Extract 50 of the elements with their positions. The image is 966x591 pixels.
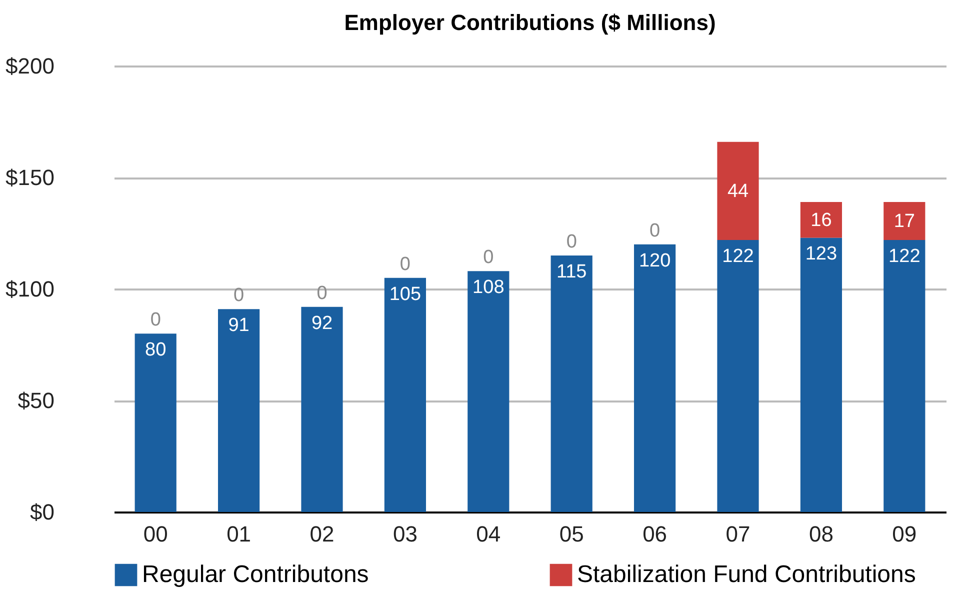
data-label: 92 bbox=[311, 312, 333, 334]
x-tick-label: 05 bbox=[559, 522, 584, 546]
data-label: 91 bbox=[228, 315, 250, 336]
data-label: 0 bbox=[150, 310, 161, 331]
bar bbox=[468, 271, 510, 512]
bar bbox=[134, 334, 176, 512]
data-label: 0 bbox=[234, 285, 244, 306]
data-label: 17 bbox=[894, 210, 915, 232]
bar bbox=[800, 202, 842, 238]
bar bbox=[884, 202, 926, 240]
data-label: 16 bbox=[810, 210, 832, 231]
bar bbox=[550, 256, 592, 512]
x-tick-label: 02 bbox=[310, 522, 334, 546]
bar bbox=[717, 240, 759, 512]
bar bbox=[717, 142, 759, 240]
x-tick-label: 01 bbox=[226, 522, 252, 546]
y-tick-label: $100 bbox=[6, 276, 54, 302]
y-tick-label: $50 bbox=[18, 388, 54, 413]
x-tick-label: 08 bbox=[808, 522, 834, 546]
data-label: 115 bbox=[556, 262, 587, 283]
data-label: 0 bbox=[566, 232, 577, 253]
x-tick-label: 09 bbox=[892, 522, 917, 546]
x-tick-label: 07 bbox=[726, 522, 750, 546]
y-tick-label: $0 bbox=[30, 500, 54, 524]
y-tick-label: $200 bbox=[6, 54, 54, 78]
bar bbox=[384, 278, 426, 512]
data-label: 44 bbox=[727, 180, 749, 202]
bar bbox=[884, 240, 926, 512]
data-label: 122 bbox=[888, 246, 920, 267]
data-label: 123 bbox=[805, 244, 838, 265]
chart-title: Employer Contributions ($ Millions) bbox=[344, 10, 716, 35]
x-tick-label: 00 bbox=[143, 522, 168, 546]
legend-label: Regular Contributons bbox=[142, 561, 369, 588]
data-label: 108 bbox=[472, 277, 504, 298]
data-label: 0 bbox=[400, 254, 410, 275]
data-label: 120 bbox=[638, 250, 671, 272]
bar bbox=[301, 306, 343, 512]
data-label: 0 bbox=[650, 220, 660, 242]
bar bbox=[218, 309, 260, 512]
legend-label: Stabilization Fund Contributions bbox=[577, 561, 916, 588]
bar bbox=[634, 244, 676, 512]
x-tick-label: 03 bbox=[392, 522, 418, 546]
x-tick-label: 04 bbox=[476, 522, 501, 546]
data-label: 80 bbox=[145, 340, 166, 361]
data-label: 105 bbox=[389, 284, 422, 305]
bar bbox=[800, 238, 842, 512]
data-label: 0 bbox=[483, 247, 494, 268]
x-tick-label: 06 bbox=[642, 522, 668, 546]
data-label: 122 bbox=[722, 246, 754, 267]
y-tick-label: $150 bbox=[6, 165, 54, 190]
